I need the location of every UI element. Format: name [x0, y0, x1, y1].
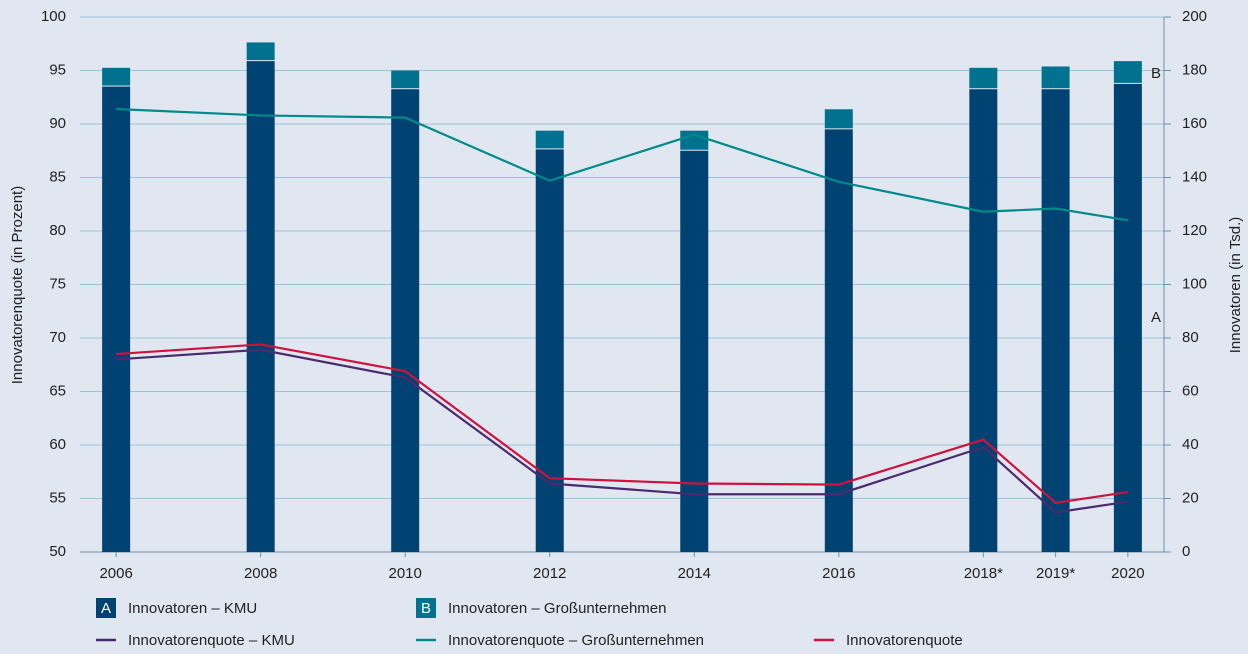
legend-key: A	[101, 600, 111, 617]
bar	[246, 42, 275, 61]
y2-axis-title: Innovatoren (in Tsd.)	[1227, 217, 1244, 353]
line	[116, 348, 1129, 514]
bar	[680, 150, 709, 552]
x-tick-label: 2018*	[964, 565, 1003, 582]
legend-label: Innovatorenquote – KMU	[128, 632, 295, 649]
x-tick-label: 2010	[389, 565, 422, 582]
legend-swatch	[96, 598, 116, 618]
line	[116, 107, 1129, 222]
y2-tick-label: 40	[1182, 436, 1199, 453]
y2-tick-label: 120	[1182, 222, 1207, 239]
legend-key: B	[421, 600, 431, 617]
y2-tick-label: 140	[1182, 168, 1207, 185]
bar	[535, 130, 564, 149]
x-tick-label: 2014	[678, 565, 711, 582]
y-tick-label: 65	[49, 382, 66, 399]
bar	[969, 67, 998, 89]
y-tick-label: 60	[49, 436, 66, 453]
bar	[1113, 61, 1142, 83]
bar	[969, 89, 998, 552]
x-tick-label: 2012	[533, 565, 566, 582]
y2-tick-label: 20	[1182, 489, 1199, 506]
y-tick-label: 50	[49, 543, 66, 560]
legend-label: Innovatoren – Großunternehmen	[448, 600, 666, 617]
legend-label: Innovatorenquote – Großunternehmen	[448, 632, 704, 649]
x-tick-label: 2006	[99, 565, 132, 582]
y2-tick-label: 180	[1182, 61, 1207, 78]
bar	[391, 89, 420, 552]
y-tick-label: 90	[49, 115, 66, 132]
annotation: A	[1151, 309, 1161, 326]
bar	[102, 86, 131, 553]
y-tick-label: 100	[41, 8, 66, 25]
x-tick-label: 2008	[244, 565, 277, 582]
bar	[391, 70, 420, 89]
y-tick-label: 75	[49, 275, 66, 292]
bar	[1041, 89, 1070, 552]
annotation: B	[1151, 65, 1161, 82]
x-tick-label: 2016	[822, 565, 855, 582]
bar	[246, 61, 275, 552]
bar	[824, 129, 853, 552]
bar	[1041, 66, 1070, 89]
x-tick-label: 2019*	[1036, 565, 1075, 582]
y-tick-label: 70	[49, 329, 66, 346]
y2-tick-label: 60	[1182, 382, 1199, 399]
y-tick-label: 55	[49, 489, 66, 506]
y-tick-label: 80	[49, 222, 66, 239]
y2-tick-label: 200	[1182, 8, 1207, 25]
y2-tick-label: 160	[1182, 115, 1207, 132]
legend-label: Innovatoren – KMU	[128, 600, 257, 617]
y2-tick-label: 0	[1182, 543, 1190, 560]
y-tick-label: 95	[49, 61, 66, 78]
y-axis-title: Innovatorenquote (in Prozent)	[9, 186, 26, 384]
bar	[1113, 83, 1142, 552]
x-tick-label: 2020	[1111, 565, 1144, 582]
y2-tick-label: 100	[1182, 275, 1207, 292]
bar	[824, 109, 853, 129]
bar	[680, 130, 709, 150]
legend-label: Innovatorenquote	[846, 632, 963, 649]
bar	[535, 149, 564, 552]
y-tick-label: 85	[49, 168, 66, 185]
line	[116, 343, 1129, 504]
legend-swatch	[416, 598, 436, 618]
y2-tick-label: 80	[1182, 329, 1199, 346]
bar	[102, 67, 131, 86]
